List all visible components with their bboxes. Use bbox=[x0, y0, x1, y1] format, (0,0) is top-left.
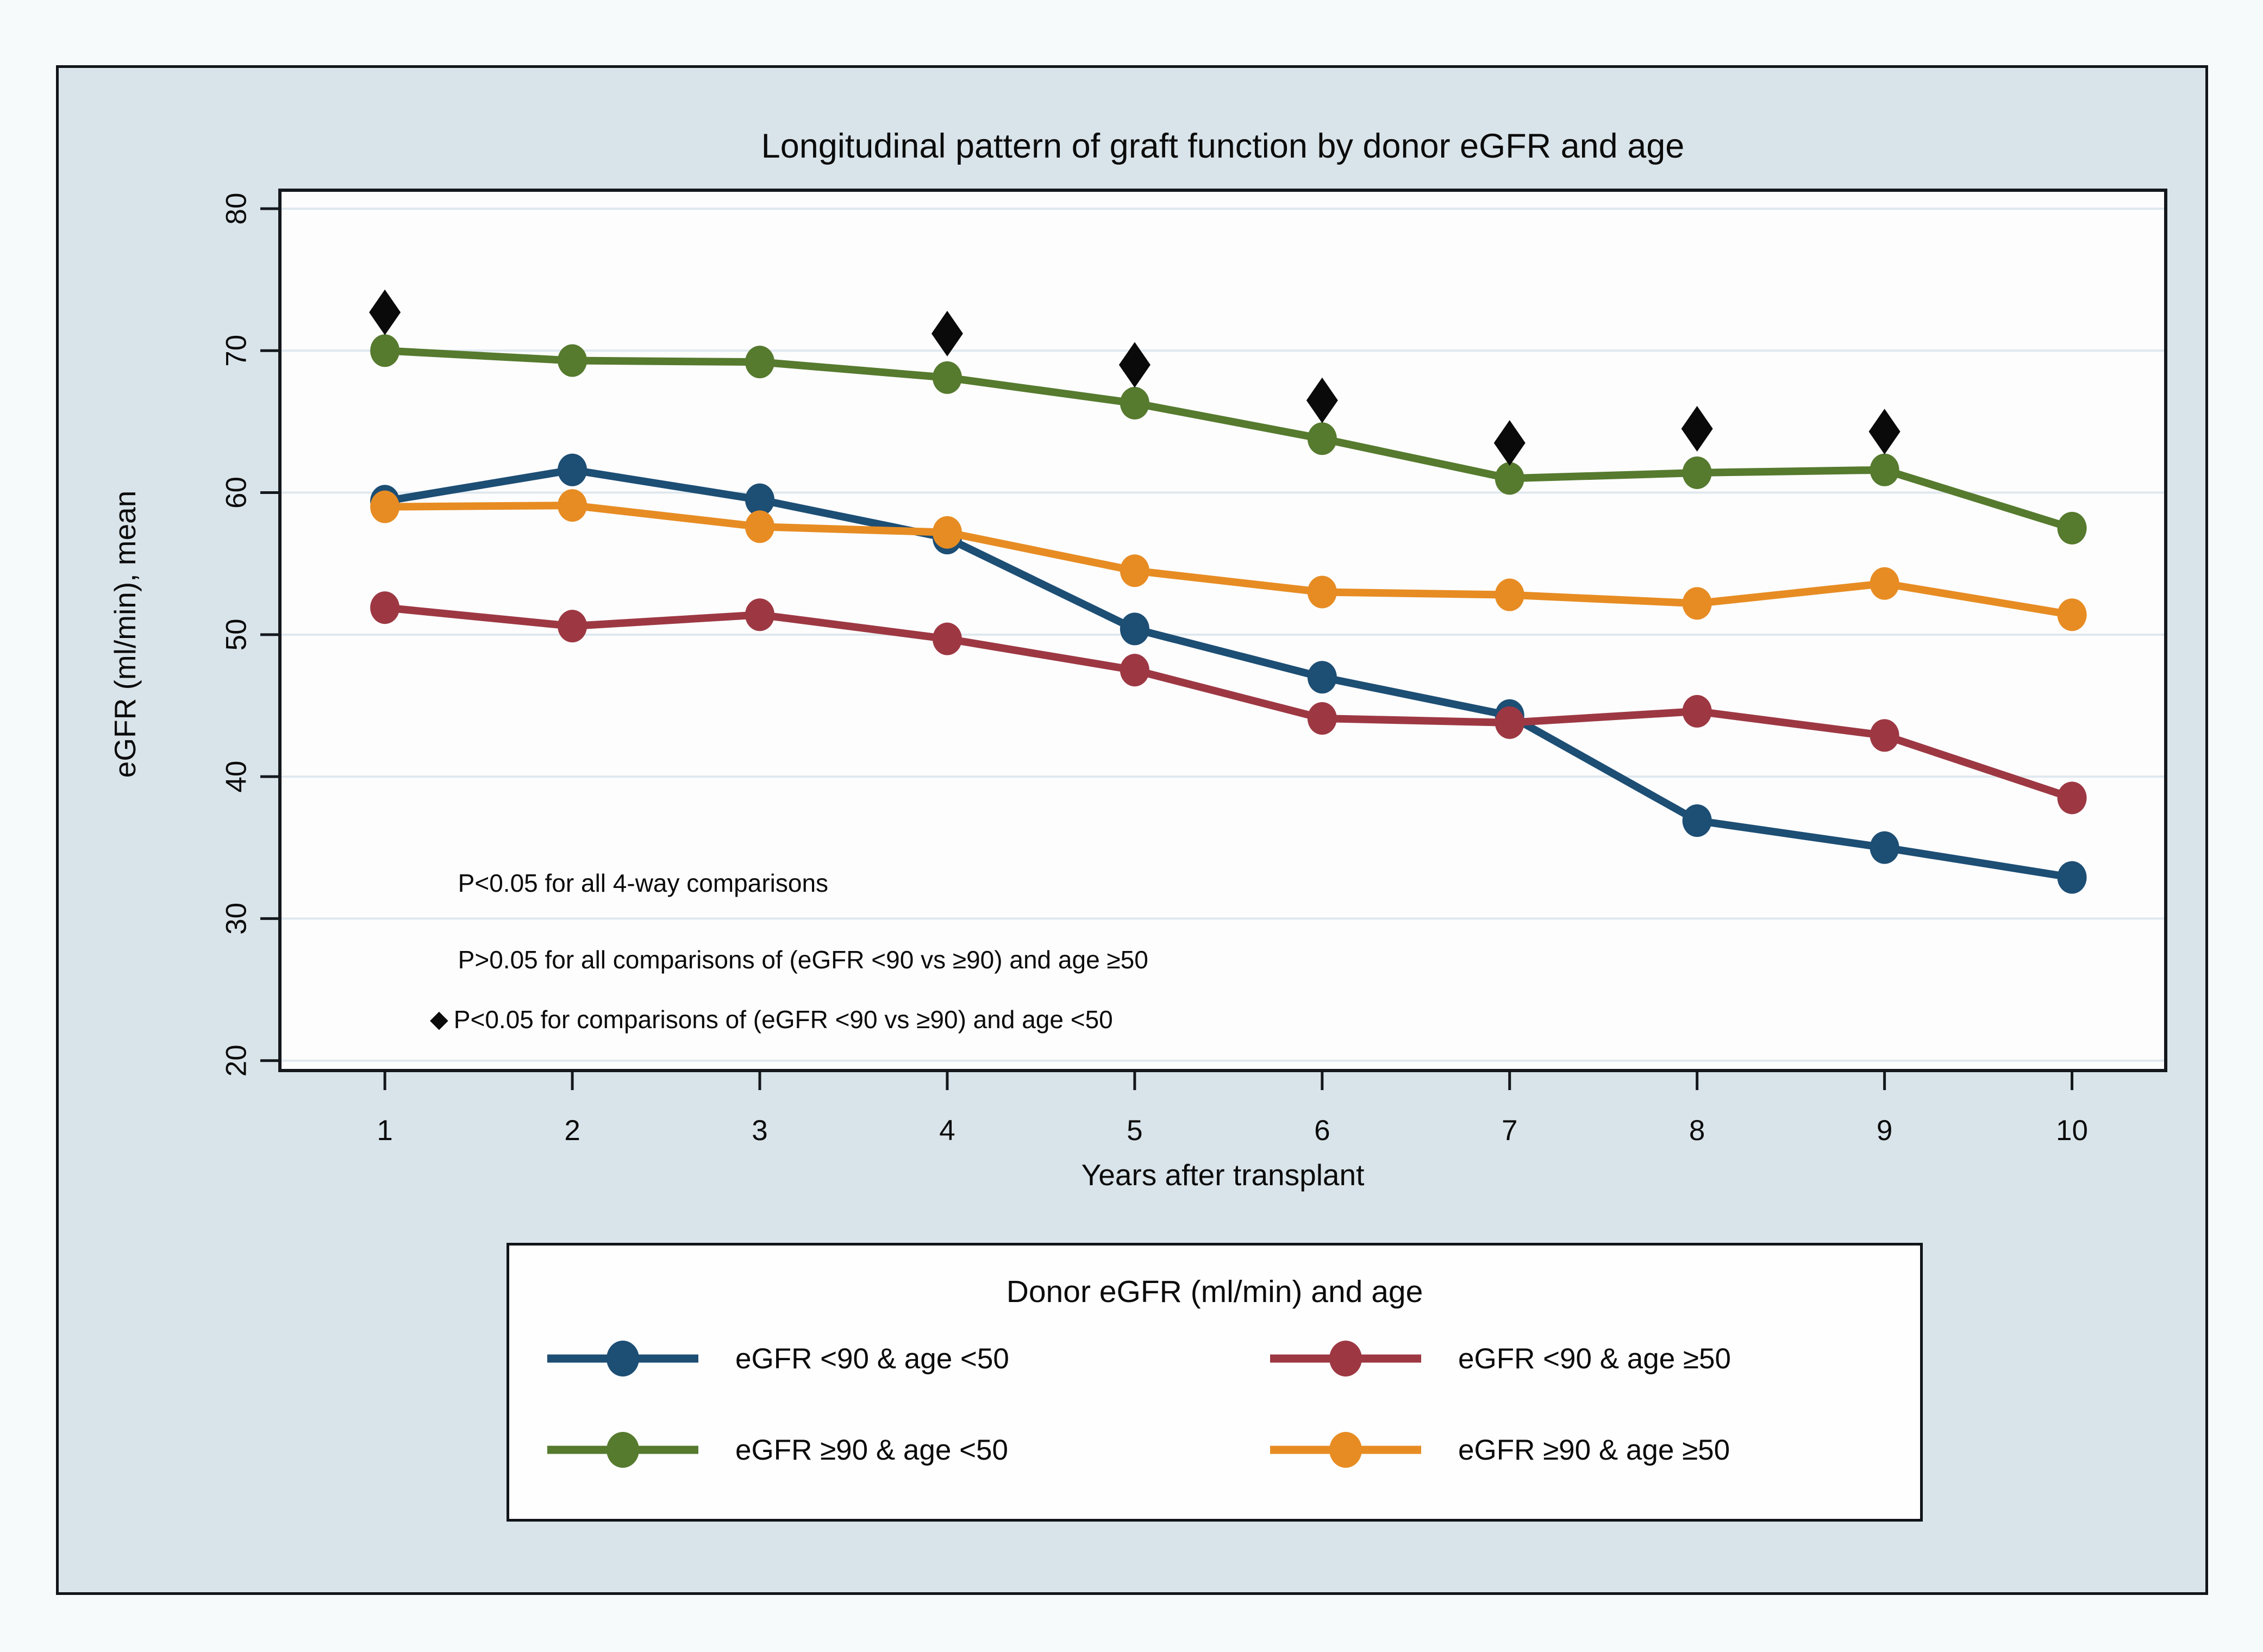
x-tick-label: 4 bbox=[939, 1115, 955, 1147]
series-line-0 bbox=[384, 466, 2073, 881]
legend-marker bbox=[607, 1432, 639, 1468]
series-marker bbox=[2057, 781, 2087, 815]
legend-marker bbox=[607, 1341, 639, 1376]
x-tick-label: 10 bbox=[2056, 1115, 2088, 1147]
x-tick-label: 8 bbox=[1689, 1115, 1705, 1147]
series-marker bbox=[370, 334, 400, 367]
significance-diamond-icon bbox=[1493, 420, 1526, 466]
y-tick-label: 20 bbox=[221, 1044, 253, 1077]
series-marker bbox=[2057, 511, 2087, 545]
x-tick-label: 3 bbox=[752, 1115, 767, 1147]
annotation-p-all-4way: P<0.05 for all 4-way comparisons bbox=[458, 868, 828, 898]
series-marker bbox=[1682, 804, 1712, 837]
y-tick-label: 50 bbox=[221, 618, 253, 650]
y-tick-label: 80 bbox=[221, 192, 253, 224]
line-chart: 20 30 40 50 60 70 80 1 2 3 4 5 6 7 8 9 10 bbox=[221, 189, 2167, 1147]
y-axis-title: eGFR (ml/min), mean bbox=[108, 490, 142, 778]
legend-entry: eGFR <90 & age ≥50 bbox=[1267, 1337, 1731, 1380]
x-tick-label: 9 bbox=[1877, 1115, 1892, 1147]
series-marker bbox=[1120, 554, 1149, 587]
series-marker bbox=[1120, 612, 1149, 646]
annotation-p-age-lt50: ◆ P<0.05 for comparisons of (eGFR <90 vs … bbox=[430, 1005, 1113, 1034]
series-marker bbox=[745, 598, 775, 631]
y-tick-label: 60 bbox=[221, 477, 253, 509]
annotation-text: P<0.05 for all 4-way comparisons bbox=[458, 869, 829, 898]
series-marker bbox=[745, 510, 775, 543]
series-marker bbox=[558, 344, 587, 377]
series-marker bbox=[558, 610, 587, 643]
series-marker bbox=[1870, 719, 1899, 752]
significance-diamond-icon bbox=[1118, 342, 1151, 388]
series-marker bbox=[932, 622, 962, 655]
x-tick-label: 7 bbox=[1502, 1115, 1517, 1147]
annotation-text: P>0.05 for all comparisons of (eGFR <90 … bbox=[458, 946, 1148, 974]
legend-label: eGFR ≥90 & age <50 bbox=[735, 1434, 1008, 1466]
plot-area bbox=[280, 190, 2166, 1071]
series-marker bbox=[1495, 578, 1524, 611]
legend-marker bbox=[1329, 1432, 1362, 1468]
series-marker bbox=[1495, 706, 1524, 739]
series-marker bbox=[1682, 694, 1712, 728]
series-marker bbox=[745, 346, 775, 379]
y-tick-label: 40 bbox=[221, 761, 253, 793]
diamond-icon: ◆ bbox=[429, 1005, 448, 1032]
series-marker bbox=[370, 591, 400, 624]
series-marker bbox=[2057, 861, 2087, 894]
significance-diamond-icon bbox=[1681, 405, 1713, 452]
series-marker bbox=[1870, 453, 1899, 486]
x-tick-label: 2 bbox=[564, 1115, 580, 1147]
series-marker bbox=[745, 483, 775, 516]
series-marker bbox=[1307, 661, 1337, 694]
plot-frame bbox=[278, 189, 2167, 1072]
series-marker bbox=[1682, 456, 1712, 489]
series-marker bbox=[1307, 702, 1337, 735]
series-marker bbox=[932, 361, 962, 394]
significance-diamond-icon bbox=[931, 310, 963, 356]
series-marker bbox=[558, 453, 587, 486]
y-tick-label: 70 bbox=[221, 335, 253, 367]
series-marker bbox=[1870, 831, 1899, 864]
legend: Donor eGFR (ml/min) and age eGFR <90 & a… bbox=[507, 1243, 1923, 1522]
significance-diamond-icon bbox=[1868, 409, 1901, 455]
legend-label: eGFR <90 & age ≥50 bbox=[1458, 1342, 1731, 1375]
series-marker bbox=[932, 516, 962, 549]
legend-entry: eGFR ≥90 & age <50 bbox=[544, 1428, 1008, 1472]
legend-title: Donor eGFR (ml/min) and age bbox=[1006, 1274, 1423, 1309]
y-tick-label: 30 bbox=[221, 903, 253, 935]
series-marker bbox=[2057, 598, 2087, 631]
legend-entry: eGFR <90 & age <50 bbox=[544, 1337, 1009, 1380]
series-marker bbox=[370, 490, 400, 523]
chart-title: Longitudinal pattern of graft function b… bbox=[761, 127, 1685, 165]
series-marker bbox=[1307, 422, 1337, 455]
legend-marker bbox=[1329, 1341, 1362, 1376]
significance-diamond-icon bbox=[1306, 377, 1338, 423]
legend-line-marker-swatch bbox=[547, 1341, 698, 1376]
legend-label: eGFR <90 & age <50 bbox=[735, 1342, 1009, 1375]
legend-entry: eGFR ≥90 & age ≥50 bbox=[1267, 1428, 1730, 1472]
series-line-2 bbox=[384, 347, 2073, 532]
significance-diamond-icon bbox=[369, 289, 401, 335]
x-axis-title: Years after transplant bbox=[1081, 1158, 1365, 1192]
series-marker bbox=[1307, 575, 1337, 609]
legend-line-marker-swatch bbox=[1270, 1341, 1421, 1376]
series-marker bbox=[1682, 587, 1712, 620]
legend-label: eGFR ≥90 & age ≥50 bbox=[1458, 1434, 1730, 1466]
legend-line-marker-swatch bbox=[547, 1432, 698, 1468]
figure-panel: Longitudinal pattern of graft function b… bbox=[56, 65, 2208, 1595]
series-line-1 bbox=[384, 604, 2073, 802]
series-marker bbox=[1120, 386, 1149, 420]
series-marker bbox=[558, 489, 587, 522]
annotation-p-age-ge50: P>0.05 for all comparisons of (eGFR <90 … bbox=[458, 945, 1148, 974]
series-marker bbox=[1495, 462, 1524, 495]
x-tick-label: 6 bbox=[1314, 1115, 1330, 1147]
x-tick-label: 5 bbox=[1127, 1115, 1142, 1147]
series-marker bbox=[1870, 567, 1899, 600]
legend-line-marker-swatch bbox=[1270, 1432, 1421, 1468]
x-tick-label: 1 bbox=[377, 1115, 392, 1147]
series-marker bbox=[1120, 654, 1149, 687]
series-line-3 bbox=[385, 502, 2073, 619]
annotation-text: P<0.05 for comparisons of (eGFR <90 vs ≥… bbox=[453, 1005, 1113, 1034]
